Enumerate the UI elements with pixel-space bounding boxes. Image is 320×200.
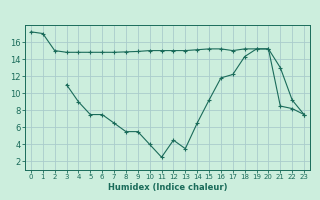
X-axis label: Humidex (Indice chaleur): Humidex (Indice chaleur) (108, 183, 227, 192)
